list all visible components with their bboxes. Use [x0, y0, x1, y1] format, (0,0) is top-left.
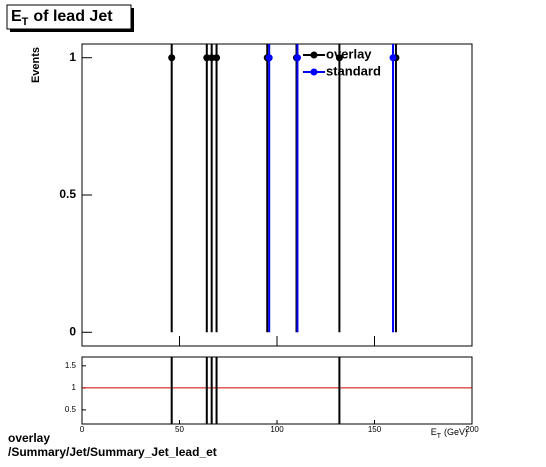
marker	[293, 54, 301, 62]
y-tick-label: 1	[72, 383, 77, 392]
y-tick-label: 1.5	[65, 361, 77, 370]
legend-label: overlay	[326, 46, 372, 61]
legend-marker	[310, 51, 318, 59]
x-label-rest: (GeV)	[444, 427, 468, 437]
chart-title: ET of lead Jet	[11, 8, 113, 28]
plot-frame	[81, 356, 473, 425]
marker	[265, 54, 273, 62]
marker	[389, 54, 397, 62]
footer-path: /Summary/Jet/Summary_Jet_lead_et	[8, 445, 217, 459]
legend-marker	[310, 68, 318, 76]
y-tick-label: 0.5	[65, 405, 77, 414]
x-label-main: E	[431, 427, 437, 437]
y-axis-label: Events	[30, 47, 42, 83]
title-rest: of lead Jet	[33, 8, 113, 25]
y-tick-label: 0.5	[59, 187, 76, 201]
y-tick-label: 0	[69, 324, 76, 338]
x-tick-label: 50	[175, 425, 184, 434]
footer-line: overlay	[8, 431, 50, 445]
x-tick-label: 0	[80, 425, 85, 434]
marker	[203, 54, 211, 62]
x-tick-label: 150	[368, 425, 382, 434]
plot-frame	[81, 43, 473, 347]
marker	[208, 54, 216, 62]
y-tick-label: 1	[69, 50, 76, 64]
marker	[168, 54, 176, 62]
x-tick-label: 100	[270, 425, 284, 434]
x-label-sub: T	[437, 433, 442, 440]
title-sub: T	[22, 16, 29, 28]
marker	[335, 54, 343, 62]
title-box	[6, 4, 132, 30]
title-main: E	[11, 8, 22, 25]
legend-label: standard	[326, 63, 381, 78]
x-axis-label: ET (GeV)	[431, 427, 468, 439]
marker	[213, 54, 221, 62]
x-tick-label: 200	[465, 425, 479, 434]
